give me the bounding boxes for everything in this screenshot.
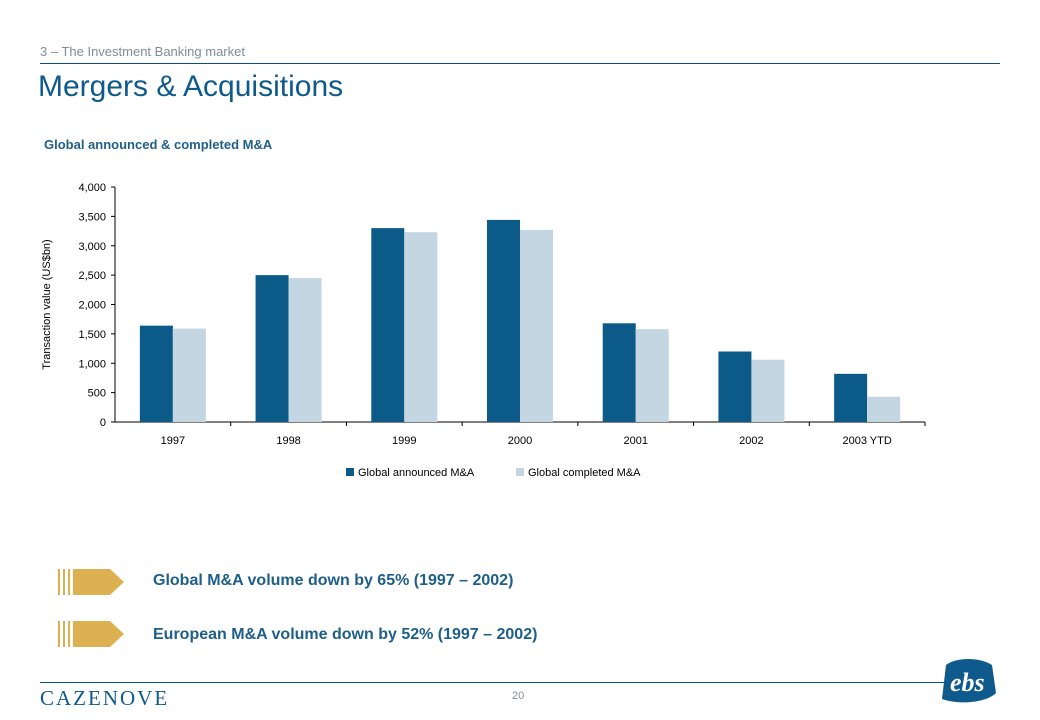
page-number: 20 xyxy=(512,690,525,702)
x-tick-label: 1997 xyxy=(161,435,185,447)
ma-bar-chart: 0 500 1,000 1,500 2,000 2,500 3,000 3,500 4,000 T… xyxy=(41,182,926,479)
y-tick-label: 500 xyxy=(88,388,106,400)
bar-announced xyxy=(718,351,752,422)
chart-heading: Global announced & completed M&A xyxy=(44,137,273,152)
footer-rule xyxy=(40,682,960,683)
legend-swatch xyxy=(346,468,354,476)
y-tick-label: 3,500 xyxy=(78,211,106,223)
page-title: Mergers & Acquisitions xyxy=(38,70,344,103)
y-tick-label: 0 xyxy=(100,417,106,429)
y-tick-label: 4,000 xyxy=(78,182,106,194)
bar-completed xyxy=(635,329,669,422)
x-tick-label: 2001 xyxy=(623,435,647,447)
x-tick-label: 2000 xyxy=(508,435,532,447)
x-tick-label: 2002 xyxy=(739,435,763,447)
x-tick-label: 1999 xyxy=(392,435,416,447)
bar-announced xyxy=(139,325,173,422)
bar-completed xyxy=(867,396,901,422)
bar-announced xyxy=(487,219,520,422)
bar-completed xyxy=(520,229,553,422)
bar-completed xyxy=(172,328,206,422)
y-tick-label: 3,000 xyxy=(78,241,106,253)
bullet-arrow-icon xyxy=(58,621,124,647)
bar-announced xyxy=(255,275,289,422)
bar-completed xyxy=(404,232,438,422)
legend-label: Global completed M&A xyxy=(528,467,641,479)
legend-label: Global announced M&A xyxy=(358,467,475,479)
bar-completed xyxy=(751,359,785,422)
bar-completed xyxy=(288,278,322,422)
section-label: 3 – The Investment Banking market xyxy=(40,44,245,59)
y-tick-label: 1,000 xyxy=(78,358,106,370)
ebs-logo-icon: ebs xyxy=(936,655,1000,707)
bullet-text-global: Global M&A volume down by 65% (1997 – 20… xyxy=(153,572,514,589)
bar-announced xyxy=(371,228,405,422)
y-tick-label: 1,500 xyxy=(78,329,106,341)
bullet-text-europe: European M&A volume down by 52% (1997 – … xyxy=(153,626,538,643)
svg-text:ebs: ebs xyxy=(950,668,985,697)
x-tick-label: 1998 xyxy=(276,435,300,447)
bullet-arrow-icon xyxy=(58,569,124,595)
legend-swatch xyxy=(516,468,524,476)
y-axis-label: Transaction value (US$bn) xyxy=(41,239,53,369)
y-tick-label: 2,000 xyxy=(78,300,106,312)
brand-logo-text: CAZENOVE xyxy=(40,686,170,710)
bar-announced xyxy=(834,373,868,422)
y-tick-label: 2,500 xyxy=(78,270,106,282)
header-rule xyxy=(40,63,1000,64)
bar-announced xyxy=(602,323,636,422)
x-tick-label: 2003 YTD xyxy=(842,435,891,447)
